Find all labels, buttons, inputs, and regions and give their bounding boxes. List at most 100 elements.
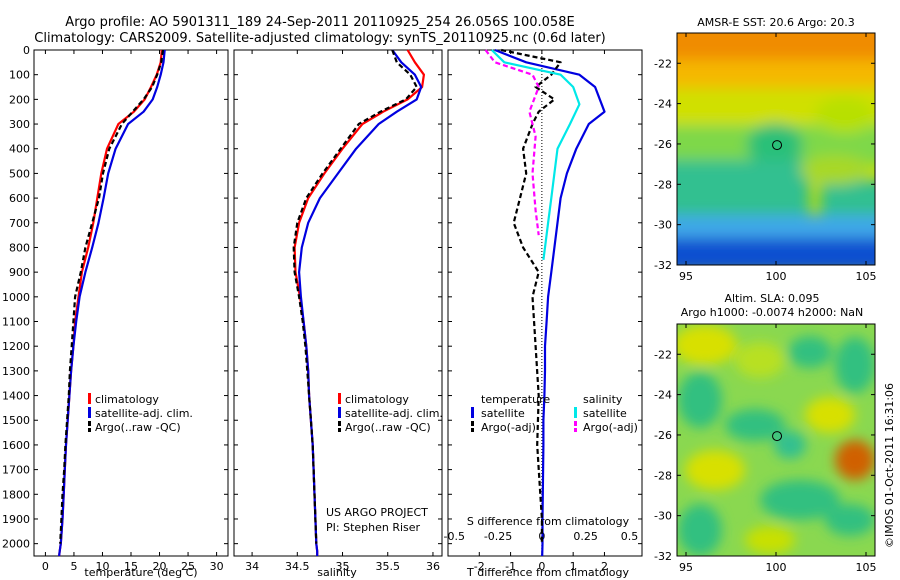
y-tick-label: 500 bbox=[9, 167, 30, 180]
x-tick-label: 30 bbox=[210, 560, 224, 573]
y-tick-label: 1700 bbox=[2, 464, 30, 477]
legend-swatch-argo bbox=[88, 421, 91, 426]
difference-axes-frame bbox=[447, 49, 643, 557]
y-tick-label: 1300 bbox=[2, 365, 30, 378]
sst-argo-location-marker bbox=[772, 140, 783, 151]
sla-argo-location-marker bbox=[772, 431, 783, 442]
temperature-panel: 0100200300400500600700800900100011001200… bbox=[2, 44, 229, 579]
salinity-series bbox=[292, 49, 425, 556]
sla-blob bbox=[835, 337, 875, 393]
legend-swatch-argo bbox=[338, 421, 341, 426]
sla-map-title: Altim. SLA: 0.095 bbox=[724, 292, 819, 305]
sla-lat-ticks: -22 -24 -26 -28 -30 -32 bbox=[654, 348, 875, 563]
y-tick-label: 800 bbox=[9, 241, 30, 254]
x-tick-label: 0 bbox=[538, 560, 545, 573]
legend-group-temperature: temperature bbox=[481, 393, 550, 406]
legend-label-t-satellite: satellite bbox=[481, 407, 525, 420]
legend-swatch-argo-b bbox=[88, 428, 91, 432]
figure-title-line2: Climatology: CARS2009. Satellite-adjuste… bbox=[34, 31, 606, 46]
legend-swatch-climatology bbox=[88, 393, 91, 404]
lat-tick-label: -26 bbox=[654, 138, 672, 151]
series-line-temperature-argo-adj bbox=[500, 48, 562, 544]
lat-tick-label: -30 bbox=[654, 510, 672, 523]
sla-blob bbox=[677, 325, 737, 365]
lat-tick-label: -32 bbox=[654, 550, 672, 563]
y-tick-label: 700 bbox=[9, 217, 30, 230]
legend-swatch-argo-b bbox=[338, 428, 341, 432]
legend-label-s-argo: Argo(-adj) bbox=[583, 421, 638, 434]
sla-field bbox=[677, 324, 875, 556]
top-tick-label: 0.5 bbox=[621, 530, 639, 543]
sst-lat-ticks: -22 -24 -26 -28 -30 -32 bbox=[654, 57, 875, 272]
sla-map-subtitle: Argo h1000: -0.0074 h2000: NaN bbox=[681, 306, 864, 319]
sla-blob bbox=[685, 450, 745, 490]
lat-tick-label: -32 bbox=[654, 259, 672, 272]
y-tick-label: 1000 bbox=[2, 291, 30, 304]
salinity-x-label: salinity bbox=[317, 566, 357, 579]
sla-color-blobs bbox=[677, 325, 875, 556]
y-tick-label: 600 bbox=[9, 192, 30, 205]
sst-field bbox=[677, 33, 875, 265]
temperature-x-ticks: 0 5 10 15 20 25 30 bbox=[42, 50, 224, 573]
x-tick-label: 2 bbox=[601, 560, 608, 573]
lon-tick-label: 100 bbox=[766, 561, 787, 574]
x-tick-label: 10 bbox=[95, 560, 109, 573]
lat-tick-label: -28 bbox=[654, 178, 672, 191]
y-tick-label: 0 bbox=[23, 44, 30, 57]
temperature-series bbox=[58, 49, 166, 557]
figure-title-line1: Argo profile: AO 5901311_189 24-Sep-2011… bbox=[65, 15, 574, 30]
lon-tick-label: 105 bbox=[856, 270, 877, 283]
sla-blob bbox=[725, 409, 785, 441]
legend-label-s-satellite: satellite bbox=[583, 407, 627, 420]
difference-top-label: S difference from climatology bbox=[467, 515, 630, 528]
difference-x-ticks: -2 -1 0 1 2 bbox=[474, 50, 608, 573]
temperature-x-label: temperature (deg C) bbox=[84, 566, 197, 579]
lon-tick-label: 95 bbox=[679, 561, 693, 574]
sst-blob bbox=[747, 123, 803, 167]
difference-legend: temperature salinity satellite Argo(-adj… bbox=[471, 393, 638, 434]
x-tick-label: -2 bbox=[474, 560, 485, 573]
y-tick-label: 1800 bbox=[2, 488, 30, 501]
sst-blob bbox=[815, 97, 875, 133]
legend-label-satellite: satellite-adj. clim. bbox=[95, 407, 193, 420]
legend-label-argo: Argo(..raw -QC) bbox=[345, 421, 431, 434]
temperature-y-ticks: 0 100 200 300 400 500 600 700 800 900 1000 1100 1200… bbox=[2, 44, 228, 551]
legend-group-salinity: salinity bbox=[583, 393, 623, 406]
legend-label-argo: Argo(..raw -QC) bbox=[95, 421, 181, 434]
sla-blob bbox=[825, 504, 875, 536]
lat-tick-label: -30 bbox=[654, 219, 672, 232]
top-tick-label: 0.25 bbox=[573, 530, 598, 543]
top-tick-label: -0.5 bbox=[444, 530, 465, 543]
lon-tick-label: 105 bbox=[856, 561, 877, 574]
sst-lon-ticks: 95 100 105 bbox=[679, 33, 877, 283]
salinity-legend: climatology satellite-adj. clim. Argo(..… bbox=[338, 393, 443, 434]
lat-tick-label: -26 bbox=[654, 429, 672, 442]
sst-map-title: AMSR-E SST: 20.6 Argo: 20.3 bbox=[697, 16, 855, 29]
series-line-argo-raw-qc bbox=[292, 49, 418, 544]
project-annotation: US ARGO PROJECT bbox=[326, 506, 428, 519]
sst-blob bbox=[677, 60, 875, 90]
x-tick-label: 1 bbox=[570, 560, 577, 573]
legend-label-climatology: climatology bbox=[95, 393, 159, 406]
x-tick-label: 5 bbox=[70, 560, 77, 573]
sla-blob bbox=[735, 342, 785, 378]
sst-blob bbox=[820, 180, 875, 220]
sla-blob bbox=[745, 526, 795, 554]
x-tick-label: 35 bbox=[336, 560, 350, 573]
difference-x-label: T difference from climatology bbox=[466, 566, 629, 579]
sst-blob bbox=[800, 155, 870, 185]
y-tick-label: 1500 bbox=[2, 414, 30, 427]
x-tick-label: 15 bbox=[124, 560, 138, 573]
difference-y-ticks bbox=[448, 49, 642, 545]
legend-swatch-s-argo-b bbox=[574, 428, 577, 432]
series-line-salinity-argo-adj bbox=[484, 49, 540, 236]
y-tick-label: 1400 bbox=[2, 390, 30, 403]
sst-color-blobs bbox=[677, 33, 875, 265]
sla-map-panel: Altim. SLA: 0.095 Argo h1000: -0.0074 h2… bbox=[654, 292, 876, 574]
sst-blob bbox=[677, 238, 875, 265]
legend-swatch-satellite bbox=[88, 407, 91, 418]
series-line-argo-raw-qc bbox=[59, 49, 165, 544]
sla-blob bbox=[774, 431, 806, 459]
lat-tick-label: -24 bbox=[654, 389, 672, 402]
